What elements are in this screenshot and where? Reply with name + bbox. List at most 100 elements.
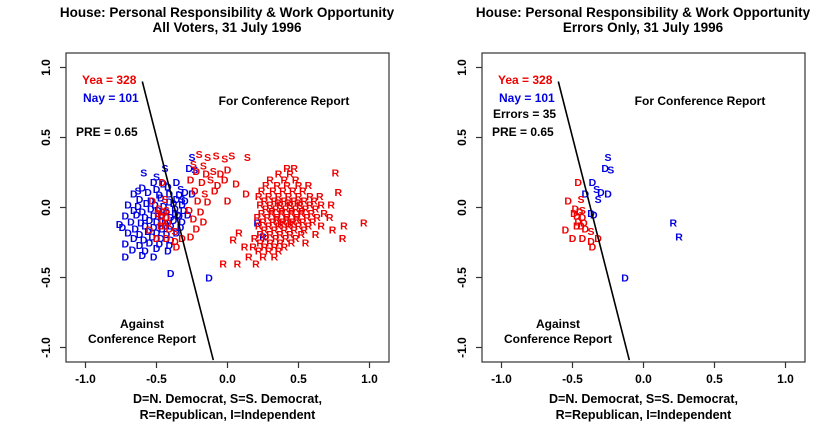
svg-text:-1.0: -1.0	[39, 337, 53, 358]
legislator-token: D	[597, 187, 605, 199]
legislator-token: D	[202, 169, 210, 181]
legislator-token: R	[265, 191, 273, 203]
legislator-token: R	[262, 204, 270, 216]
legislator-token: R	[300, 225, 308, 237]
yea-count-label: Yea = 328	[498, 73, 553, 87]
plot-title-line1: House: Personal Responsibility & Work Op…	[60, 5, 395, 20]
legislator-token: D	[211, 186, 219, 198]
legislator-token: R	[288, 208, 296, 220]
legislator-token: R	[292, 174, 300, 186]
legislator-token: D	[573, 221, 581, 233]
against-region-label-line1: Against	[120, 317, 164, 331]
legislator-token: R	[298, 229, 306, 241]
legislator-token: D	[187, 174, 195, 186]
legislator-token: R	[278, 206, 286, 218]
y-axis-tick-labels: -1.0 -0.5 0.0 0.5 1.0	[455, 59, 469, 358]
legislator-token: R	[295, 221, 303, 233]
legislator-token: D	[621, 272, 629, 284]
legislator-token: D	[153, 233, 161, 245]
legislator-token: D	[141, 212, 149, 224]
svg-text:1.0: 1.0	[777, 372, 794, 386]
legislator-token: R	[255, 191, 263, 203]
legislator-token: D	[601, 163, 609, 175]
legislator-token: D	[129, 244, 137, 256]
legislator-token: R	[271, 225, 279, 237]
legislator-token: D	[153, 216, 161, 228]
legislator-token: R	[289, 186, 297, 198]
legislator-token: R	[335, 187, 343, 199]
legislator-token: R	[294, 197, 302, 209]
legislator-token: D	[136, 229, 144, 241]
legislator-token: R	[302, 204, 310, 216]
legislator-token: R	[298, 208, 306, 220]
svg-text:0.0: 0.0	[455, 199, 469, 216]
legislator-token: D	[164, 218, 172, 230]
legislator-token: R	[279, 186, 287, 198]
legislator-token: D	[158, 223, 166, 235]
legislator-token: D	[589, 177, 597, 189]
legislator-token: S	[587, 226, 594, 238]
x-axis-label-line1: D=N. Democrat, S=S. Democrat,	[549, 392, 738, 406]
legislator-token: S	[221, 153, 228, 165]
against-region-label-line2: Conference Report	[88, 332, 196, 346]
legislator-token: R	[286, 169, 294, 181]
legislator-token: D	[157, 221, 165, 233]
legislator-token: R	[299, 186, 307, 198]
legislator-token: R	[670, 218, 678, 230]
legislator-token: R	[281, 174, 289, 186]
svg-text:0.0: 0.0	[219, 372, 236, 386]
y-axis-tick-labels: -1.0 -0.5 0.0 0.5 1.0	[39, 59, 53, 358]
legislator-token: S	[196, 149, 203, 161]
legislator-token: S	[200, 160, 207, 172]
legislator-token: D	[148, 195, 156, 207]
legislator-token: S	[595, 194, 602, 206]
legislator-token: D	[130, 205, 138, 217]
legislator-token: R	[262, 233, 270, 245]
legislator-token: R	[272, 204, 280, 216]
legislator-token: R	[271, 251, 279, 263]
against-region-label-line2: Conference Report	[504, 332, 612, 346]
legislator-token: D	[130, 233, 138, 245]
legislator-token: R	[252, 258, 260, 270]
legislator-token: R	[332, 167, 340, 179]
svg-text:-0.5: -0.5	[455, 267, 469, 288]
legislator-token: R	[292, 233, 300, 245]
legislator-token: R	[289, 216, 297, 228]
legislator-token: D	[167, 268, 175, 280]
legislator-token: R	[261, 195, 269, 207]
legislator-token: R	[312, 204, 320, 216]
legislator-token: D	[171, 236, 179, 248]
legislator-token: D	[150, 222, 158, 234]
legislator-token: D	[164, 181, 172, 193]
legislator-token: S	[201, 188, 208, 200]
legislator-token: D	[119, 222, 127, 234]
legislator-token: S	[191, 165, 198, 177]
legislator-token: R	[281, 225, 289, 237]
legislator-token: R	[300, 195, 308, 207]
legislator-token: R	[245, 251, 253, 263]
legislator-token: D	[116, 219, 124, 231]
legislator-token: D	[122, 211, 130, 223]
legislator-token: D	[150, 251, 158, 263]
legislator-token: D	[151, 200, 159, 212]
legislator-token: D	[582, 188, 590, 200]
legislator-token: S	[228, 151, 235, 163]
svg-text:0.5: 0.5	[39, 129, 53, 146]
legislator-token: D	[194, 195, 202, 207]
scatter-plot-all-voters: House: Personal Responsibility & Work Op…	[39, 5, 395, 422]
panel-errors-only: House: Personal Responsibility & Work Op…	[416, 0, 832, 432]
x-axis-label-line2: R=Republican, I=Independent	[556, 408, 733, 422]
legislator-token: R	[360, 218, 368, 230]
legislator-token: S	[579, 205, 586, 217]
legislator-token: D	[133, 209, 141, 221]
legislator-token: R	[283, 163, 291, 175]
legislator-token: R	[276, 229, 284, 241]
legislator-token: R	[293, 214, 301, 226]
legislator-token: D	[156, 190, 164, 202]
legislator-token: D	[187, 232, 195, 244]
scatter-plot-errors-only: House: Personal Responsibility & Work Op…	[455, 5, 811, 422]
legislator-token: D	[127, 216, 135, 228]
svg-text:0.0: 0.0	[635, 372, 652, 386]
legislator-token: D	[122, 251, 130, 263]
